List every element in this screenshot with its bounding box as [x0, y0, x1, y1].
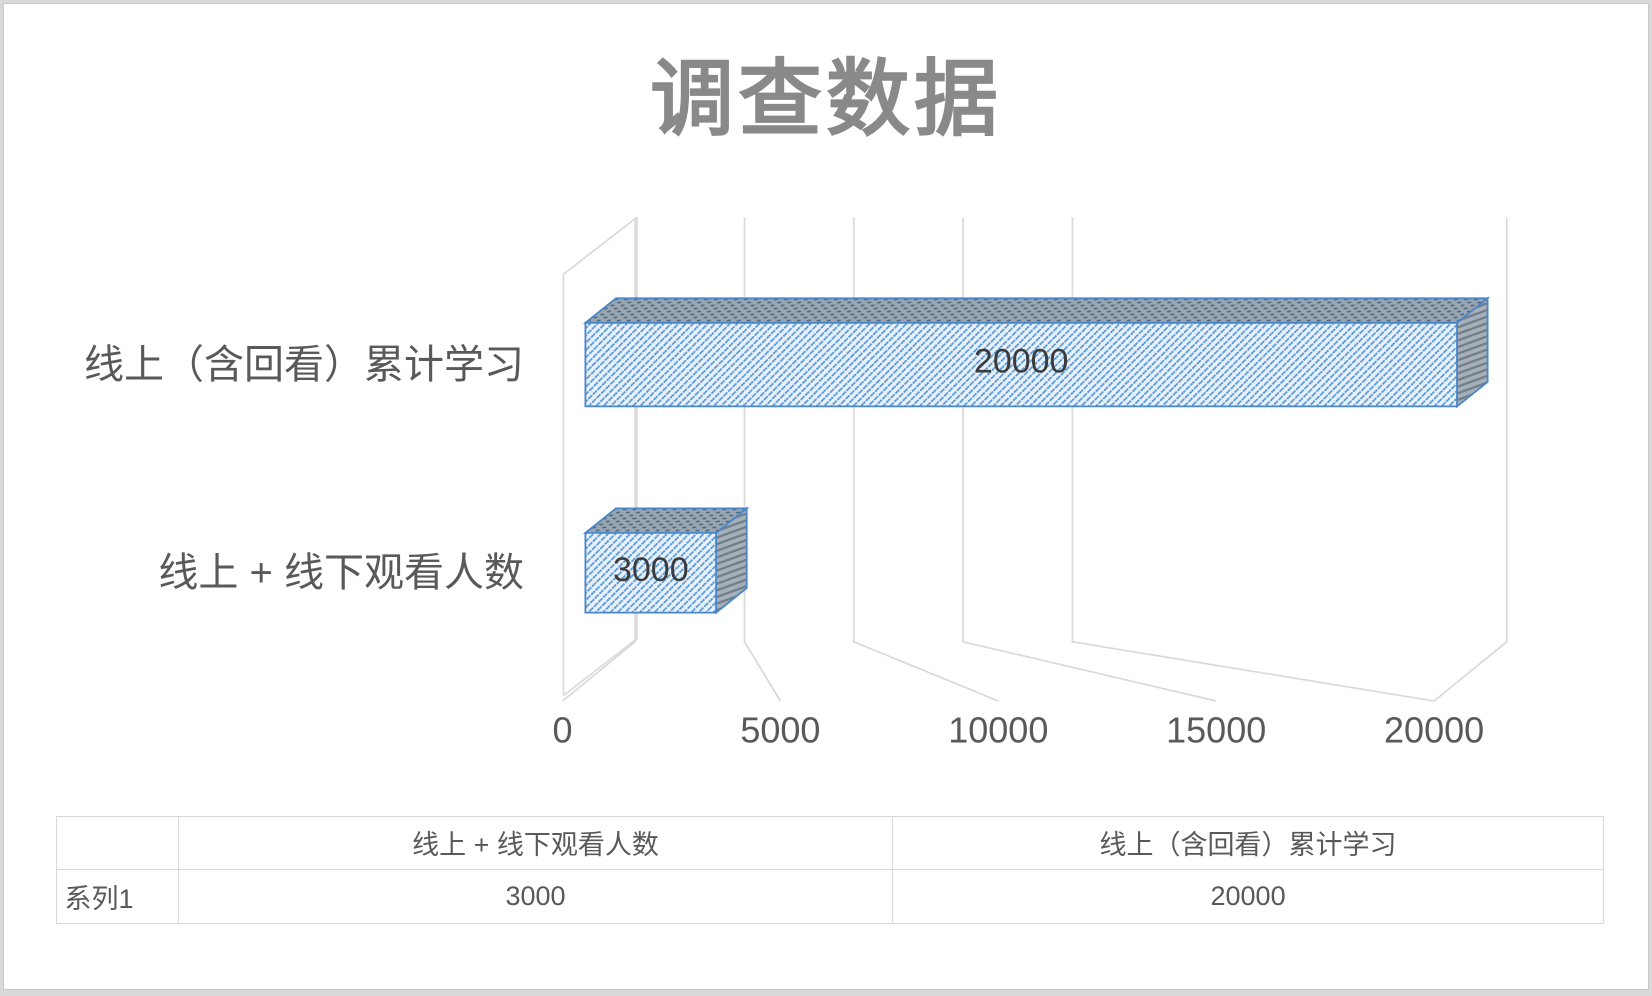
svg-text:20000: 20000: [1384, 710, 1484, 751]
svg-text:线上（含回看）累计学习: 线上（含回看）累计学习: [84, 343, 524, 387]
svg-text:5000: 5000: [740, 710, 820, 751]
svg-text:20000: 20000: [974, 343, 1069, 381]
svg-text:10000: 10000: [948, 710, 1048, 751]
svg-text:3000: 3000: [613, 551, 689, 589]
svg-text:15000: 15000: [1166, 710, 1266, 751]
svg-text:0: 0: [552, 710, 572, 751]
svg-text:线上 + 线下观看人数: 线上 + 线下观看人数: [158, 551, 524, 595]
